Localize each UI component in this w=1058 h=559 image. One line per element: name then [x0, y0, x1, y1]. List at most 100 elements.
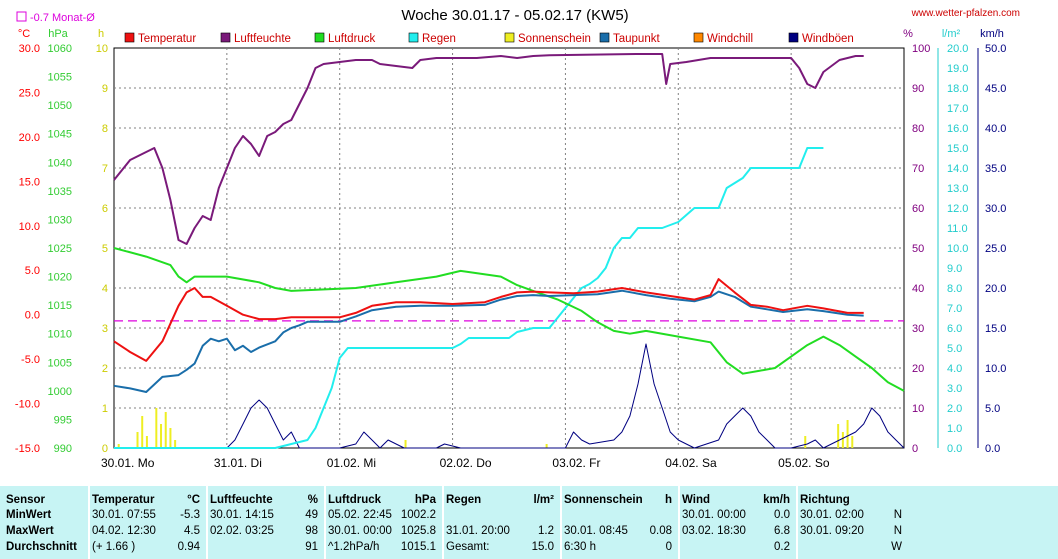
legend-label-5: Taupunkt	[613, 33, 660, 45]
legend-swatch-7	[788, 32, 799, 43]
tick-label-kmh: 35.0	[985, 163, 1006, 175]
tick-label-lm2: 20.0	[947, 43, 968, 55]
axes: 30.025.020.015.010.05.00.0-5.0-10.0-15.0…	[15, 43, 1007, 455]
stats-cell-value: 0.08	[649, 525, 672, 537]
tick-label-lm2: 2.0	[947, 403, 962, 415]
column-separator	[206, 486, 208, 559]
tick-label-hpa: 990	[54, 443, 72, 455]
legend-label-1: Luftfeuchte	[234, 33, 291, 45]
stats-cell-value: 6.8	[774, 525, 790, 537]
legend-label-0: Temperatur	[138, 33, 196, 45]
stats-unit: °C	[187, 494, 200, 506]
series-line-regen	[114, 147, 824, 449]
grid	[114, 48, 904, 448]
tick-label-h: 8	[102, 123, 108, 135]
stats-header-row: Luftdruck hPa	[328, 492, 444, 508]
stats-cell-text: 6:30 h	[564, 541, 596, 553]
tick-label-temp: 5.0	[25, 265, 40, 277]
stats-cell-text: 30.01. 08:45	[564, 525, 628, 537]
tick-label-hpa: 1020	[48, 272, 72, 284]
tick-label-pct: 70	[912, 163, 924, 175]
stats-row: 31.01. 20:00 1.2	[446, 523, 562, 539]
stats-row: W	[800, 539, 910, 555]
stats-cell-value: 0.94	[177, 541, 200, 553]
tick-label-kmh: 45.0	[985, 83, 1006, 95]
stats-unit: h	[664, 494, 672, 506]
tick-label-pct: 90	[912, 83, 924, 95]
tick-label-hpa: 1015	[48, 300, 72, 312]
sunshine-bar	[846, 420, 849, 448]
stats-header-row: Sensor	[6, 492, 90, 508]
tick-label-lm2: 0.0	[947, 443, 962, 455]
stats-cell-value: 1025.8	[400, 525, 436, 537]
stats-row: 6:30 h 0	[564, 539, 680, 555]
stats-column: Wind km/h 30.01. 00:00 0.0 03.02. 18:30 6.8 0.…	[682, 486, 798, 559]
tick-label-hpa: 1050	[48, 100, 72, 112]
stats-header-row: Luftfeuchte%	[210, 492, 326, 508]
stats-unit: km/h	[763, 494, 790, 506]
stats-cell-text: 30.01. 02:00	[800, 509, 864, 521]
tick-label-h: 0	[102, 443, 108, 455]
site-link[interactable]: www.wetter-pfalzen.com	[911, 8, 1020, 19]
tick-label-h: 5	[102, 243, 108, 255]
unit-temp: °C	[18, 28, 30, 40]
tick-label-lm2: 13.0	[947, 183, 968, 195]
stats-row: Gesamt: 15.0	[446, 539, 562, 555]
tick-label-lm2: 8.0	[947, 283, 962, 295]
stats-row-label: Durchschnitt	[6, 541, 77, 553]
legend-label-7: Windböen	[802, 33, 854, 45]
unit-kmh: km/h	[980, 28, 1004, 40]
tick-label-hpa: 1035	[48, 186, 72, 198]
stats-header: Luftdruck	[328, 494, 382, 506]
tick-label-hpa: 1060	[48, 43, 72, 55]
stats-header: Richtung	[800, 494, 850, 506]
stats-cell-value: N	[893, 525, 902, 537]
unit-lm2: l/m²	[942, 28, 961, 40]
sunshine-bar	[837, 424, 840, 448]
tick-label-temp: 20.0	[19, 132, 40, 144]
tick-label-lm2: 6.0	[947, 323, 962, 335]
stats-unit: l/m²	[533, 494, 554, 506]
column-separator	[678, 486, 680, 559]
x-label-day: 03.02. Fr	[552, 456, 600, 470]
stats-row: 30.01. 02:00 N	[800, 507, 910, 523]
tick-label-lm2: 14.0	[947, 163, 968, 175]
stats-row: 05.02. 22:45 1002.2	[328, 507, 444, 523]
series-line-luftfeuchte	[113, 53, 864, 245]
stats-cell-text: 02.02. 03:25	[210, 525, 274, 537]
stats-header-row: Sonnenschein h	[564, 492, 680, 508]
stats-cell-value: 1.2	[538, 525, 554, 537]
legend-swatch-2	[314, 32, 325, 43]
tick-label-hpa: 1055	[48, 72, 72, 84]
sunshine-bar	[136, 432, 139, 448]
legend-swatch-4	[504, 32, 515, 43]
legend-label-6: Windchill	[707, 33, 753, 45]
tick-label-kmh: 0.0	[985, 443, 1000, 455]
stats-cell-value: 98	[305, 525, 318, 537]
stats-cell-value: 1002.2	[400, 509, 436, 521]
stats-header: Sonnenschein	[564, 494, 643, 506]
legend-label-3: Regen	[422, 33, 456, 45]
tick-label-lm2: 16.0	[947, 123, 968, 135]
series-line-taupunkt	[113, 289, 864, 393]
tick-label-kmh: 25.0	[985, 243, 1006, 255]
tick-label-pct: 0	[912, 443, 918, 455]
tick-label-lm2: 12.0	[947, 203, 968, 215]
stats-column: Luftdruck hPa 05.02. 22:45 1002.2 30.01. 00:…	[328, 486, 444, 559]
series-group	[113, 53, 905, 449]
stats-header-row: Wind km/h	[682, 492, 798, 508]
series-line-luftdruck	[113, 247, 905, 392]
legend: Temperatur Luftfeuchte Luftdruck Regen Sonne…	[124, 32, 854, 45]
legend-swatch-1	[220, 32, 231, 43]
stats-row: 30.01. 09:20 N	[800, 523, 910, 539]
stats-header: Regen	[446, 494, 482, 506]
tick-label-lm2: 7.0	[947, 303, 962, 315]
sunshine-bar	[164, 412, 167, 448]
tick-label-temp: -15.0	[15, 443, 40, 455]
stats-cell-text: 03.02. 18:30	[682, 525, 746, 537]
stats-cell-value: -5.3	[180, 509, 200, 521]
tick-label-pct: 60	[912, 203, 924, 215]
tick-label-kmh: 10.0	[985, 363, 1006, 375]
stats-cell-text: 30.01. 09:20	[800, 525, 864, 537]
sunshine-bar	[169, 428, 172, 448]
